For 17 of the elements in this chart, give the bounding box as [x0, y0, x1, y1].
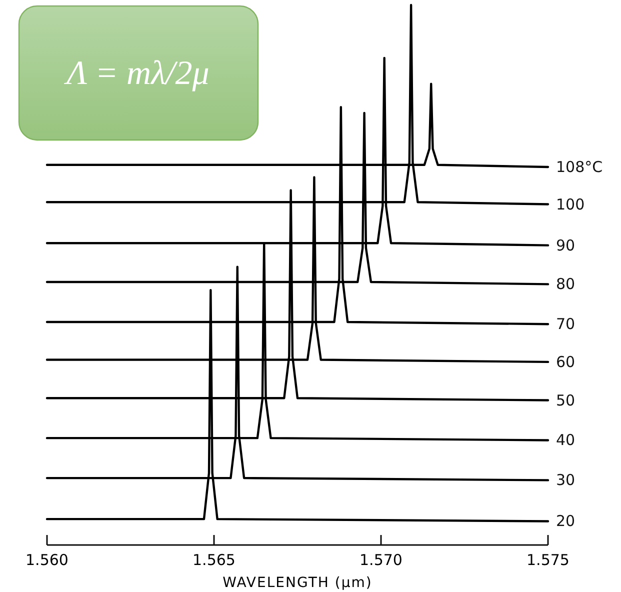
- series-label: 50: [556, 391, 576, 410]
- x-tick-label: 1.565: [192, 551, 236, 569]
- x-tick-label: 1.575: [526, 551, 570, 569]
- series-label: 90: [556, 236, 576, 254]
- annotation: Λ = mλ/2μ: [64, 55, 210, 92]
- series-label: 20: [556, 512, 576, 530]
- series-label: 108°C: [556, 158, 603, 176]
- x-tick-label: 1.570: [360, 551, 402, 569]
- series-label: 100: [556, 195, 585, 214]
- series-label: 40: [556, 431, 576, 450]
- series-label: 60: [556, 352, 576, 371]
- series-label: 70: [556, 315, 576, 334]
- formula-box: Λ = mλ/2μ: [18, 5, 259, 141]
- x-axis-title: WAVELENGTH (μm): [222, 575, 372, 591]
- series-label: 30: [556, 471, 576, 490]
- series-label: 80: [556, 275, 576, 294]
- x-tick-label: 1.560: [26, 551, 68, 569]
